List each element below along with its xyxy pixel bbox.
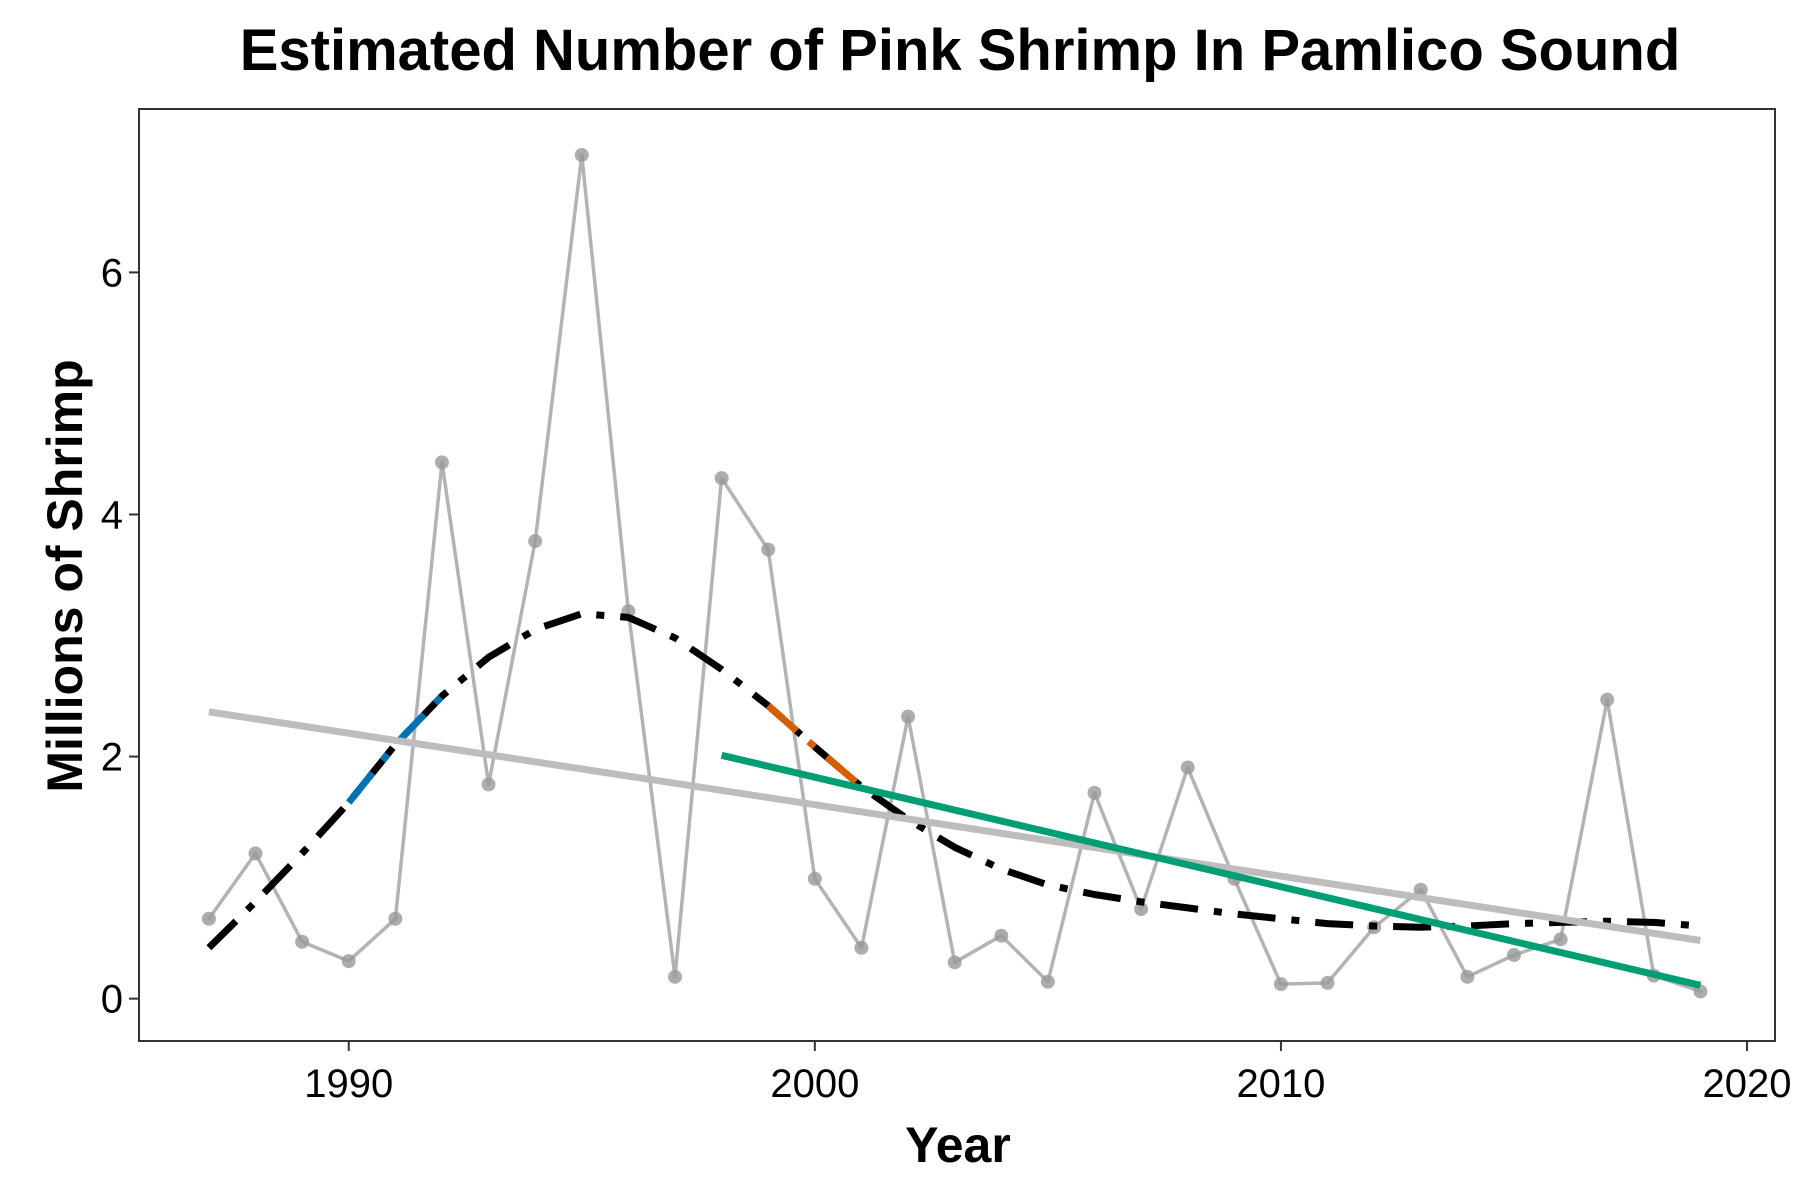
series-line-smooth-trend — [206, 610, 1701, 951]
data-point — [901, 709, 916, 724]
data-point — [295, 934, 310, 949]
data-point — [248, 846, 263, 861]
data-point — [1273, 977, 1288, 992]
x-tick-label: 1990 — [304, 1062, 393, 1106]
series-line-linear-trend-recent — [720, 751, 1702, 989]
series-line-decreasing-segment — [765, 703, 864, 790]
data-point — [714, 471, 729, 486]
data-point — [668, 969, 683, 984]
data-point — [761, 542, 776, 557]
chart-title: Estimated Number of Pink Shrimp In Pamli… — [240, 18, 1681, 83]
data-point — [201, 911, 216, 926]
x-tick-label: 2000 — [770, 1062, 859, 1106]
data-point — [1460, 969, 1475, 984]
data-point — [1506, 948, 1521, 963]
data-point — [854, 940, 869, 955]
chart-marks — [201, 147, 1708, 999]
x-axis-label: Year — [905, 1117, 1011, 1173]
data-point — [1553, 932, 1568, 947]
data-point — [434, 455, 449, 470]
series-line-observed — [207, 153, 1703, 994]
y-tick-label: 0 — [101, 978, 123, 1022]
axis-ticks: 1990 2000 2010 2020 0 2 4 6 — [101, 251, 1792, 1106]
data-point — [1413, 882, 1428, 897]
data-point — [1134, 902, 1149, 917]
y-tick-label: 2 — [101, 736, 123, 780]
plot-panel — [138, 108, 1776, 1042]
data-point — [1600, 692, 1615, 707]
data-point — [1040, 974, 1055, 989]
x-tick-label: 2020 — [1703, 1062, 1792, 1106]
data-point — [807, 871, 822, 886]
data-point — [1180, 760, 1195, 775]
y-tick-label: 6 — [101, 251, 123, 295]
data-point — [481, 777, 496, 792]
data-point — [341, 954, 356, 969]
data-point — [994, 928, 1009, 943]
data-point — [574, 147, 589, 162]
data-point — [1087, 785, 1102, 800]
x-tick-label: 2010 — [1236, 1062, 1325, 1106]
y-tick-label: 4 — [101, 493, 123, 537]
data-point — [528, 534, 543, 549]
y-axis-label: Millions of Shrimp — [37, 359, 93, 792]
series-line-increasing-segment — [345, 693, 445, 805]
data-point — [388, 911, 403, 926]
series-line-linear-trend-full — [208, 708, 1701, 944]
data-point — [1320, 975, 1335, 990]
data-point — [947, 955, 962, 970]
